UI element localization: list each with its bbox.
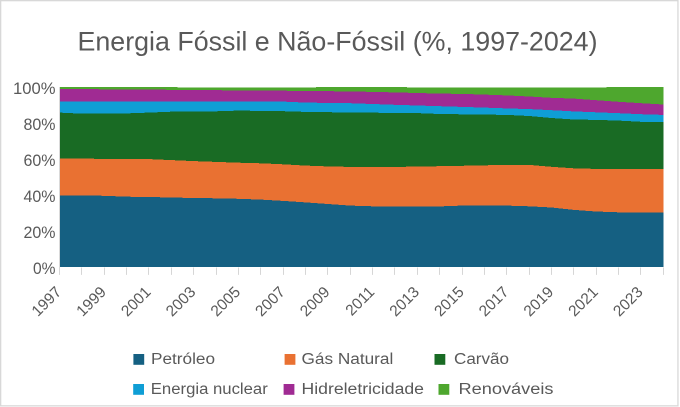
svg-text:Energia Fóssil e Não-Fóssil (%: Energia Fóssil e Não-Fóssil (%, 1997-202… — [78, 26, 598, 56]
svg-text:20%: 20% — [24, 223, 56, 242]
svg-text:80%: 80% — [24, 115, 56, 134]
svg-text:Energia nuclear: Energia nuclear — [151, 381, 268, 398]
svg-text:Gás Natural: Gás Natural — [302, 351, 394, 368]
svg-text:100%: 100% — [13, 79, 56, 98]
svg-text:Carvão: Carvão — [454, 351, 509, 368]
svg-text:Hidreletricidade: Hidreletricidade — [302, 381, 425, 398]
svg-text:40%: 40% — [24, 187, 56, 206]
svg-text:Renováveis: Renováveis — [459, 381, 554, 398]
svg-text:Petróleo: Petróleo — [151, 351, 215, 368]
svg-text:0%: 0% — [33, 259, 56, 278]
svg-text:60%: 60% — [24, 151, 56, 170]
